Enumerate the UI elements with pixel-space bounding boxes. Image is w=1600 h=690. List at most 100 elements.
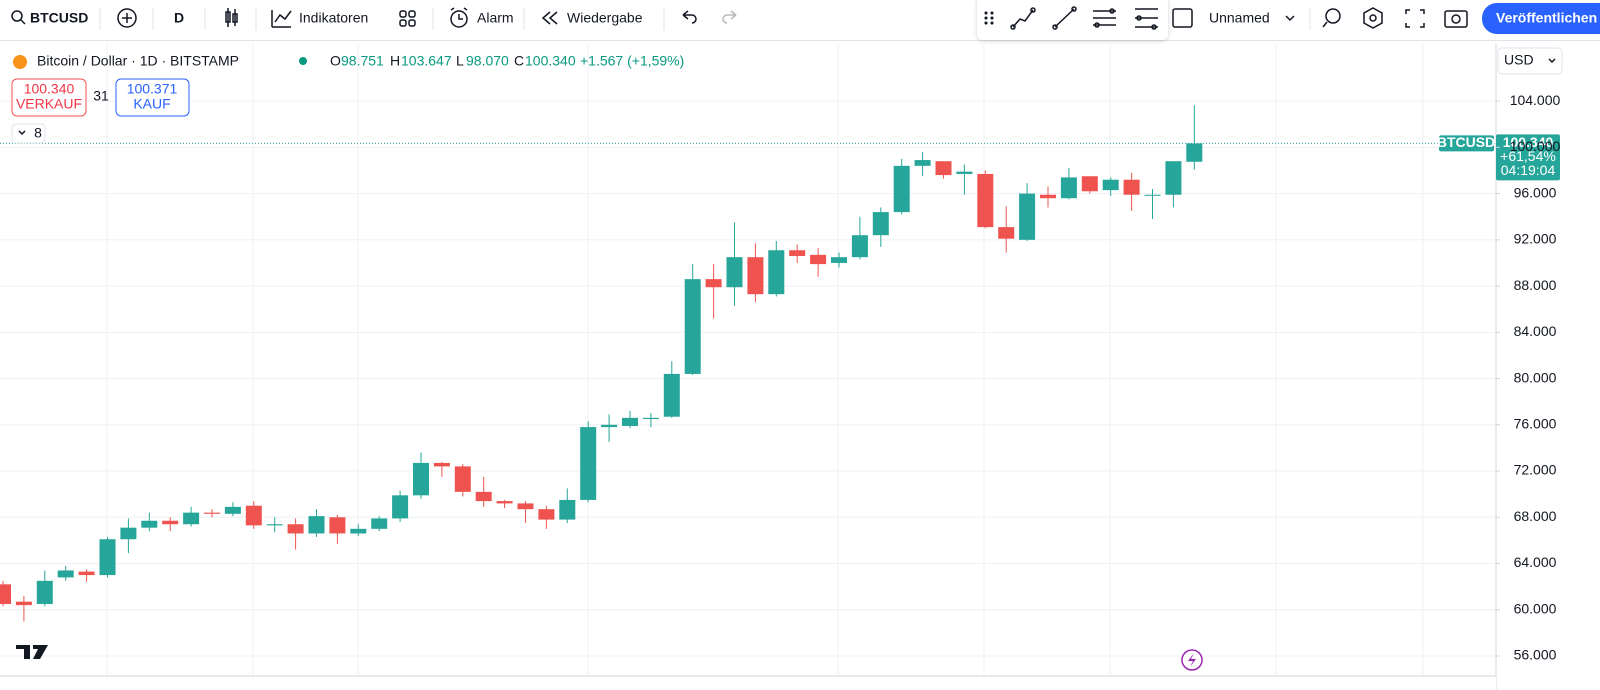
candle-body: [350, 528, 367, 534]
indicators-toggle[interactable]: 8: [11, 123, 46, 144]
sell-button[interactable]: 100.340 VERKAUF: [11, 78, 87, 117]
candle-body: [893, 165, 910, 213]
candle-body: [956, 171, 973, 174]
alert-button[interactable]: Alarm: [450, 7, 514, 28]
candle-body: [726, 257, 743, 288]
candle-body: [538, 509, 555, 520]
candle-body: [183, 512, 200, 525]
currency[interactable]: USD: [1504, 52, 1534, 68]
candle-body: [810, 254, 827, 265]
y-tick-label: 68.000: [1514, 508, 1557, 524]
y-tick-label: 64.000: [1514, 554, 1557, 570]
drawing-panel: [977, 0, 1168, 40]
sell-price[interactable]: 100.340: [24, 81, 75, 97]
ohlc-value: 103.647: [401, 53, 452, 69]
candle-body: [872, 212, 889, 236]
indicators-button[interactable]: Indikatoren: [271, 10, 368, 28]
price-tag: 100.340: [1503, 134, 1554, 150]
candle-body: [141, 520, 158, 528]
countdown-tag: 04:19:04: [1501, 162, 1556, 178]
candle-body: [977, 173, 994, 228]
candle-body: [1040, 194, 1056, 199]
layout-menu[interactable]: [1285, 15, 1295, 22]
y-tick-label: 92.000: [1514, 231, 1557, 247]
legend-change: +1.567 (+1,59%): [580, 53, 684, 69]
legend: Bitcoin / Dollar · 1D · BITSTAMP O 98.751…: [11, 53, 684, 144]
ohlc-label: O: [330, 53, 341, 69]
candle-body: [559, 499, 576, 520]
candle-body: [1019, 193, 1036, 240]
candle-body: [705, 279, 722, 288]
replay-button[interactable]: Wiedergabe: [541, 10, 643, 26]
y-tick-label: 72.000: [1514, 462, 1557, 478]
redo-button[interactable]: [722, 10, 737, 24]
sell-label[interactable]: VERKAUF: [16, 96, 82, 112]
indicators-label[interactable]: Indikatoren: [299, 10, 368, 26]
candle-body: [580, 427, 597, 500]
candle-body: [642, 417, 659, 420]
candle-body: [433, 462, 450, 467]
interval[interactable]: D: [174, 10, 184, 26]
ohlc-label: H: [390, 53, 400, 69]
candle-body: [914, 160, 931, 166]
candle-body: [287, 524, 304, 534]
candle-body: [768, 250, 785, 295]
lightning-button[interactable]: [1181, 649, 1203, 671]
candle-body: [1102, 179, 1119, 191]
candle-body: [78, 571, 95, 576]
currency-select[interactable]: USD: [1497, 47, 1563, 75]
buy-price[interactable]: 100.371: [127, 81, 178, 97]
vertical-grid: [106, 44, 1424, 690]
replay-label[interactable]: Wiedergabe: [567, 10, 643, 26]
publish-button[interactable]: Veröffentlichen: [1482, 3, 1600, 34]
layout-icon[interactable]: [1172, 8, 1193, 28]
symbol-logo: [13, 55, 27, 69]
candle-body: [245, 505, 262, 526]
tv-logo: [16, 645, 48, 659]
candle-body: [622, 417, 638, 426]
candle-body: [204, 512, 220, 514]
symbol[interactable]: BTCUSD: [30, 10, 88, 26]
undo-button[interactable]: [682, 10, 697, 24]
candle-body: [601, 424, 618, 428]
indicators-count[interactable]: 8: [34, 125, 42, 141]
candle-body: [789, 250, 806, 257]
templates-button[interactable]: [399, 10, 416, 27]
candle-body: [224, 506, 241, 514]
y-tick-label: 88.000: [1514, 277, 1557, 293]
candle-body: [1081, 176, 1098, 192]
chart-type-button[interactable]: [225, 8, 238, 27]
candle-body: [371, 518, 388, 529]
y-tick-label: 84.000: [1514, 323, 1557, 339]
candle-body: [935, 161, 952, 176]
candle-body: [1144, 194, 1161, 196]
buy-label[interactable]: KAUF: [133, 96, 170, 112]
candle-body: [747, 257, 764, 295]
ohlc-label: L: [456, 53, 464, 69]
y-tick-label: 76.000: [1514, 415, 1557, 431]
right-tools[interactable]: [1322, 7, 1468, 29]
candle-body: [496, 501, 513, 504]
candle-body: [998, 227, 1015, 239]
candle-body: [1165, 161, 1182, 195]
candle-body: [454, 466, 471, 492]
drawing-tools[interactable]: [984, 6, 1158, 30]
top-toolbar: BTCUSD D Indikatoren Alarm Wiedergabe Un…: [0, 0, 1600, 41]
candle-body: [308, 516, 325, 534]
layout-name[interactable]: Unnamed: [1209, 10, 1270, 26]
time-axis-strip: [0, 676, 1496, 690]
alert-label[interactable]: Alarm: [477, 10, 514, 26]
price-tag-bg: [1496, 134, 1560, 181]
spread: 31: [93, 88, 109, 104]
publish-label[interactable]: Veröffentlichen: [1496, 10, 1597, 26]
symbol-search[interactable]: BTCUSD: [11, 10, 88, 26]
buy-button[interactable]: 100.371 KAUF: [115, 78, 190, 117]
y-tick-label: 96.000: [1514, 184, 1557, 200]
plot-area: [0, 44, 1496, 690]
compare-button[interactable]: [117, 8, 137, 28]
y-tick-label: 60.000: [1514, 600, 1557, 616]
candle-body: [1186, 143, 1203, 162]
y-tick-label: 100.000: [1510, 138, 1561, 154]
